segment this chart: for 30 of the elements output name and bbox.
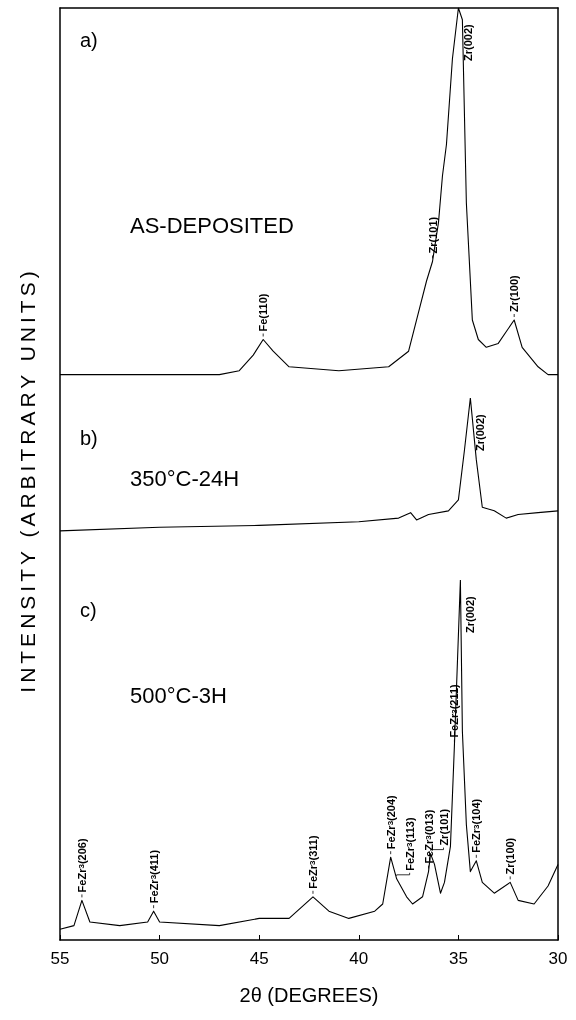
annotation: Zr(002) xyxy=(462,23,475,61)
text: 500°C-3H xyxy=(130,682,227,708)
annotation: Zr(101) xyxy=(437,808,450,846)
annotation: FeZr3(013) xyxy=(422,809,435,864)
text: a) xyxy=(80,29,98,51)
annotation: Zr(002) xyxy=(474,413,487,451)
annotation: FeZr3(104) xyxy=(470,798,483,853)
annotation: Zr(101) xyxy=(426,216,439,254)
text: c) xyxy=(80,599,97,621)
text: AS-DEPOSITED xyxy=(130,212,294,238)
x-tick-label: 55 xyxy=(50,949,70,968)
annotation: Zr(100) xyxy=(508,274,521,312)
annotation: FeZr3(206) xyxy=(75,838,88,893)
x-tick-label: 45 xyxy=(249,949,269,968)
annotation: Zr(002) xyxy=(464,595,477,633)
x-tick-label: 35 xyxy=(448,949,468,968)
annotation: Fe(110) xyxy=(257,293,270,332)
annotation: FeZr3(411) xyxy=(147,849,160,904)
annotation: FeZr3(311) xyxy=(306,835,319,889)
annotation: Zr(100) xyxy=(504,837,517,875)
x-tick-label: 50 xyxy=(150,949,170,968)
text: b) xyxy=(80,427,98,449)
x-tick-label: 40 xyxy=(349,949,369,968)
y-axis-title: INTENSITY (ARBITRARY UNITS) xyxy=(15,266,40,695)
annotation: FeZr3(113) xyxy=(403,817,416,871)
annotation: FeZr3(211) xyxy=(448,683,461,738)
text: 350°C-24H xyxy=(130,465,240,491)
x-tick-label: 30 xyxy=(548,949,568,968)
x-axis-title: 2θ (DEGREES) xyxy=(239,984,379,1006)
annotation: FeZr3(204) xyxy=(384,794,397,850)
